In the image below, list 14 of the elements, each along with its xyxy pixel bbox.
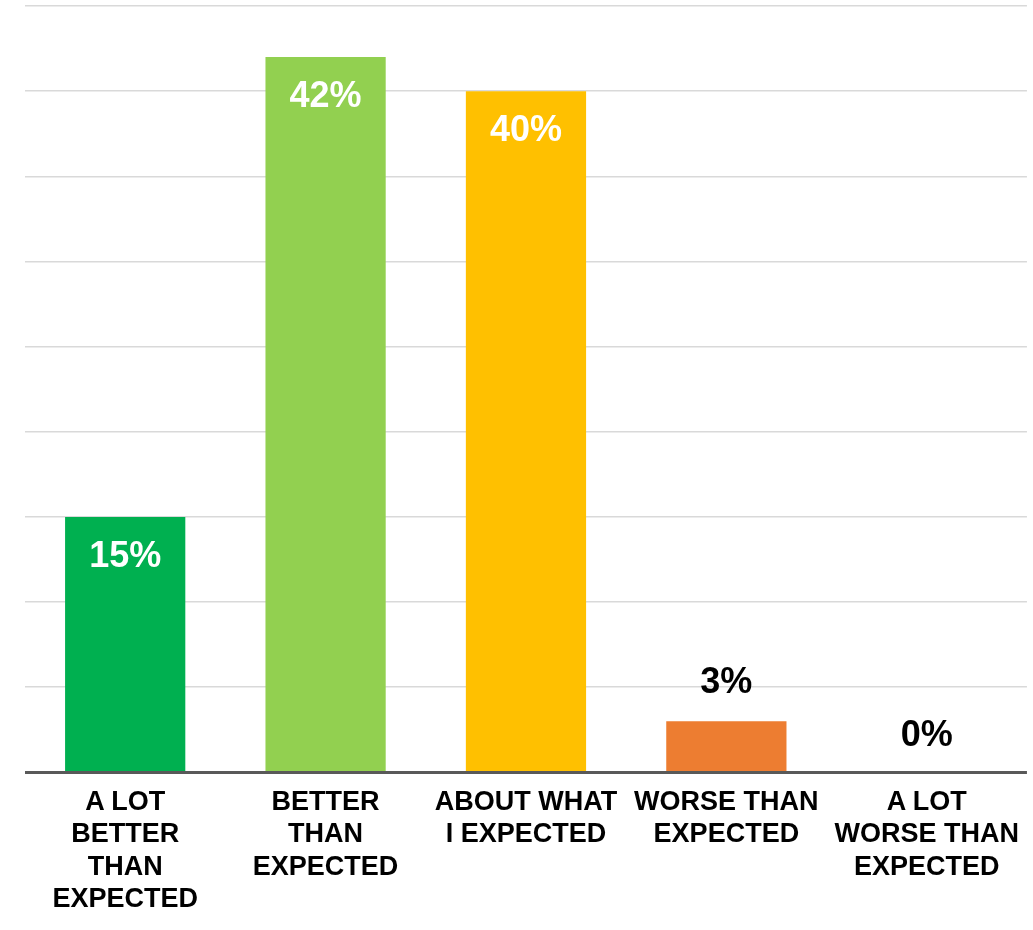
data-label: 0% [900,713,953,755]
data-label: 3% [700,660,753,702]
bar [666,721,787,771]
data-label: 15% [89,533,162,575]
data-label: 40% [489,108,563,150]
x-tick-label: BETTER THAN EXPECTED [252,786,399,881]
bar [265,57,386,771]
x-tick-label: ABOUT WHAT I EXPECTED [434,786,618,849]
x-tick-label: A LOT WORSE THAN EXPECTED [834,786,1019,881]
x-tick-label: WORSE THAN EXPECTED [634,786,819,849]
bar [465,91,587,771]
data-label: 42% [289,74,362,116]
bar [65,516,186,771]
x-tick-label: A LOT BETTER THAN EXPECTED [52,786,198,914]
